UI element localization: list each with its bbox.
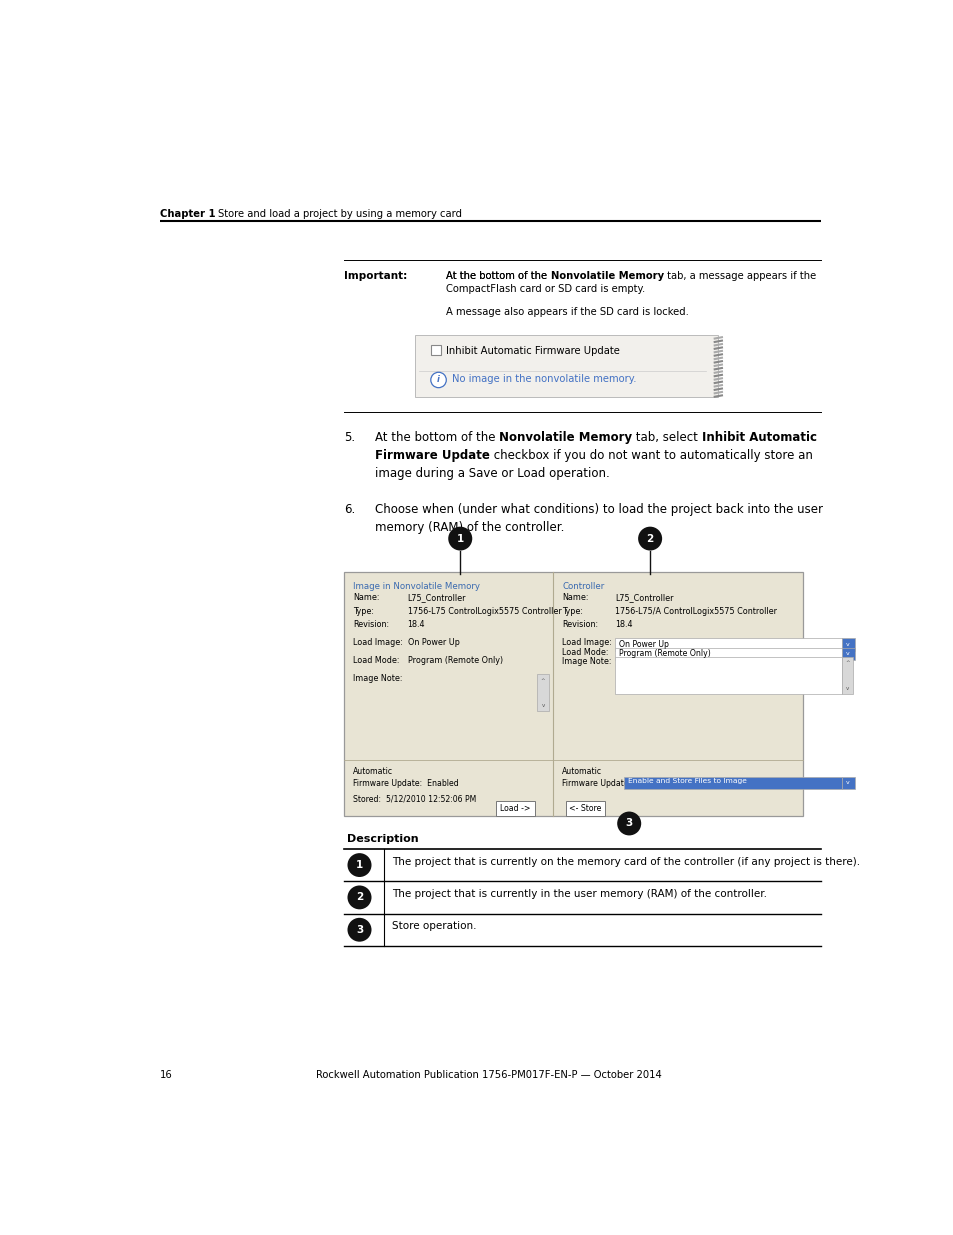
Text: Program (Remote Only): Program (Remote Only) [618, 650, 710, 658]
Circle shape [347, 853, 371, 877]
Text: Nonvolatile Memory: Nonvolatile Memory [550, 270, 663, 280]
Bar [415, 336, 717, 396]
Text: v: v [845, 642, 849, 647]
Text: 16: 16 [159, 1070, 172, 1079]
Bar [841, 657, 852, 694]
Text: Controller: Controller [561, 582, 603, 590]
Text: Chapter 1: Chapter 1 [159, 209, 215, 219]
Text: 3: 3 [625, 819, 632, 829]
Text: v: v [845, 685, 848, 690]
Text: tab, select: tab, select [632, 431, 701, 443]
Text: Store operation.: Store operation. [392, 921, 476, 931]
Circle shape [638, 526, 661, 551]
Text: Revision:: Revision: [561, 620, 598, 629]
FancyBboxPatch shape [496, 802, 535, 816]
Text: 18.4: 18.4 [614, 620, 632, 629]
Text: The project that is currently in the user memory (RAM) of the controller.: The project that is currently in the use… [392, 889, 766, 899]
Text: Image Note:: Image Note: [561, 657, 611, 666]
Text: Load Mode:: Load Mode: [353, 656, 399, 666]
Text: Program (Remote Only): Program (Remote Only) [407, 656, 502, 666]
Text: v: v [845, 781, 849, 785]
Bar [431, 346, 440, 356]
Circle shape [347, 918, 371, 941]
Text: image during a Save or Load operation.: image during a Save or Load operation. [375, 467, 609, 480]
Text: Nonvolatile Memory: Nonvolatile Memory [498, 431, 632, 443]
Text: Stored:  5/12/2010 12:52:06 PM: Stored: 5/12/2010 12:52:06 PM [353, 794, 476, 803]
Bar [537, 674, 548, 711]
Text: Load ->: Load -> [499, 804, 530, 813]
Text: v: v [541, 704, 544, 709]
Text: v: v [845, 652, 849, 657]
Text: Automatic: Automatic [561, 767, 601, 777]
Text: L75_Controller: L75_Controller [407, 593, 466, 603]
Text: Rockwell Automation Publication 1756-PM017F-EN-P — October 2014: Rockwell Automation Publication 1756-PM0… [315, 1070, 661, 1079]
Bar [841, 638, 854, 651]
Circle shape [448, 526, 472, 551]
Text: checkbox if you do not want to automatically store an: checkbox if you do not want to automatic… [489, 448, 812, 462]
Text: L75_Controller: L75_Controller [614, 593, 673, 603]
Text: ^: ^ [844, 659, 849, 666]
Text: Name:: Name: [561, 593, 588, 603]
Bar [623, 777, 841, 789]
Text: Name:: Name: [353, 593, 379, 603]
Text: Image in Nonvolatile Memory: Image in Nonvolatile Memory [353, 582, 479, 590]
Text: Firmware Update:  Enabled: Firmware Update: Enabled [353, 779, 458, 788]
Text: Inhibit Automatic: Inhibit Automatic [701, 431, 816, 443]
Text: 6.: 6. [344, 503, 355, 516]
Text: Revision:: Revision: [353, 620, 389, 629]
Text: 2: 2 [646, 534, 653, 543]
Text: Automatic: Automatic [353, 767, 393, 777]
Text: i: i [436, 375, 439, 384]
Text: On Power Up: On Power Up [407, 638, 459, 647]
Text: tab, a message appears if the: tab, a message appears if the [663, 270, 815, 280]
Text: 1: 1 [355, 860, 363, 871]
Text: Load Mode:: Load Mode: [561, 647, 608, 657]
Text: CompactFlash card or SD card is empty.: CompactFlash card or SD card is empty. [446, 284, 645, 294]
Text: 2: 2 [355, 893, 363, 903]
Text: <- Store: <- Store [569, 804, 600, 813]
Text: memory (RAM) of the controller.: memory (RAM) of the controller. [375, 521, 564, 535]
Circle shape [431, 372, 446, 388]
Text: Load Image:: Load Image: [353, 638, 403, 647]
Text: Type:: Type: [561, 606, 582, 616]
Bar [344, 572, 802, 816]
Text: ^: ^ [540, 678, 545, 683]
Bar [614, 647, 841, 661]
Circle shape [347, 885, 371, 909]
Text: On Power Up: On Power Up [618, 640, 668, 648]
Text: 1: 1 [456, 534, 463, 543]
Text: Store and load a project by using a memory card: Store and load a project by using a memo… [218, 209, 462, 219]
Text: At the bottom of the: At the bottom of the [446, 270, 550, 280]
Text: A message also appears if the SD card is locked.: A message also appears if the SD card is… [446, 308, 688, 317]
Text: No image in the nonvolatile memory.: No image in the nonvolatile memory. [452, 374, 636, 384]
Circle shape [617, 811, 640, 835]
Text: At the bottom of the: At the bottom of the [375, 431, 498, 443]
Text: Description: Description [347, 834, 418, 844]
Bar [614, 638, 841, 651]
Text: 18.4: 18.4 [407, 620, 425, 629]
Text: Enable and Store Files to Image: Enable and Store Files to Image [627, 778, 746, 784]
Text: Firmware Update:: Firmware Update: [561, 779, 631, 788]
Text: Firmware Update: Firmware Update [375, 448, 489, 462]
Text: Load Image:: Load Image: [561, 638, 611, 647]
Bar [841, 647, 854, 661]
Text: 1756-L75 ControlLogix5575 Controller: 1756-L75 ControlLogix5575 Controller [407, 606, 560, 616]
Text: Important:: Important: [344, 270, 407, 280]
Text: The project that is currently on the memory card of the controller (if any proje: The project that is currently on the mem… [392, 857, 860, 867]
Text: At the bottom of the: At the bottom of the [446, 270, 550, 280]
Bar [614, 657, 841, 694]
Bar [841, 777, 854, 789]
Text: Image Note:: Image Note: [353, 674, 402, 683]
Text: Inhibit Automatic Firmware Update: Inhibit Automatic Firmware Update [446, 346, 619, 356]
Text: 3: 3 [355, 925, 363, 935]
Text: 1756-L75/A ControlLogix5575 Controller: 1756-L75/A ControlLogix5575 Controller [614, 606, 776, 616]
Text: Type:: Type: [353, 606, 374, 616]
Text: Choose when (under what conditions) to load the project back into the user: Choose when (under what conditions) to l… [375, 503, 822, 516]
FancyBboxPatch shape [565, 802, 604, 816]
Text: 5.: 5. [344, 431, 355, 443]
